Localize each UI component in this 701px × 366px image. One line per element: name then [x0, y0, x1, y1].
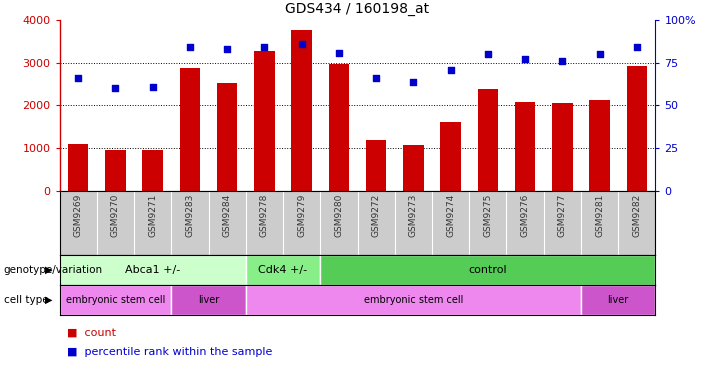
- Bar: [440, 122, 461, 191]
- Point: [631, 45, 642, 51]
- Point: [557, 58, 568, 64]
- Text: embryonic stem cell: embryonic stem cell: [364, 295, 463, 305]
- Point: [147, 84, 158, 90]
- Text: ▶: ▶: [45, 265, 53, 275]
- Text: ▶: ▶: [45, 295, 53, 305]
- Point: [296, 41, 307, 47]
- Text: GSM9274: GSM9274: [446, 194, 455, 237]
- Text: GSM9276: GSM9276: [521, 194, 529, 237]
- Bar: [292, 30, 312, 191]
- Bar: [142, 150, 163, 191]
- Text: GSM9282: GSM9282: [632, 194, 641, 237]
- Text: GSM9275: GSM9275: [484, 194, 492, 237]
- Point: [482, 51, 494, 57]
- Bar: [320, 255, 655, 285]
- Text: Abca1 +/-: Abca1 +/-: [125, 265, 180, 275]
- Bar: [477, 89, 498, 191]
- Text: GSM9269: GSM9269: [74, 194, 83, 237]
- Point: [73, 75, 84, 81]
- Text: liver: liver: [198, 295, 219, 305]
- Text: GSM9273: GSM9273: [409, 194, 418, 237]
- Bar: [552, 103, 573, 191]
- Bar: [68, 144, 88, 191]
- Title: GDS434 / 160198_at: GDS434 / 160198_at: [285, 2, 430, 16]
- Point: [519, 56, 531, 62]
- Text: control: control: [468, 265, 507, 275]
- Point: [333, 50, 344, 56]
- Text: cell type: cell type: [4, 295, 48, 305]
- Text: GSM9270: GSM9270: [111, 194, 120, 237]
- Text: GSM9279: GSM9279: [297, 194, 306, 237]
- Text: GSM9272: GSM9272: [372, 194, 381, 237]
- Bar: [60, 255, 246, 285]
- Text: GSM9277: GSM9277: [558, 194, 567, 237]
- Text: GSM9284: GSM9284: [223, 194, 231, 237]
- Text: GSM9283: GSM9283: [186, 194, 194, 237]
- Point: [445, 67, 456, 72]
- Bar: [246, 255, 320, 285]
- Text: GSM9280: GSM9280: [334, 194, 343, 237]
- Text: ■  count: ■ count: [67, 328, 116, 338]
- Point: [259, 45, 270, 51]
- Bar: [254, 51, 275, 191]
- Point: [371, 75, 382, 81]
- Text: ■  percentile rank within the sample: ■ percentile rank within the sample: [67, 347, 272, 356]
- Text: genotype/variation: genotype/variation: [4, 265, 102, 275]
- Bar: [171, 285, 246, 315]
- Text: GSM9281: GSM9281: [595, 194, 604, 237]
- Bar: [179, 68, 200, 191]
- Point: [184, 45, 196, 51]
- Bar: [366, 141, 386, 191]
- Text: GSM9278: GSM9278: [260, 194, 269, 237]
- Text: Cdk4 +/-: Cdk4 +/-: [259, 265, 308, 275]
- Text: liver: liver: [608, 295, 629, 305]
- Bar: [403, 145, 423, 191]
- Bar: [60, 285, 171, 315]
- Bar: [217, 83, 238, 191]
- Point: [408, 79, 419, 85]
- Bar: [627, 66, 647, 191]
- Text: embryonic stem cell: embryonic stem cell: [66, 295, 165, 305]
- Point: [222, 46, 233, 52]
- Bar: [329, 64, 349, 191]
- Bar: [246, 285, 581, 315]
- Text: GSM9271: GSM9271: [148, 194, 157, 237]
- Point: [110, 85, 121, 91]
- Bar: [105, 150, 125, 191]
- Bar: [515, 102, 536, 191]
- Point: [594, 51, 605, 57]
- Bar: [590, 100, 610, 191]
- Bar: [581, 285, 655, 315]
